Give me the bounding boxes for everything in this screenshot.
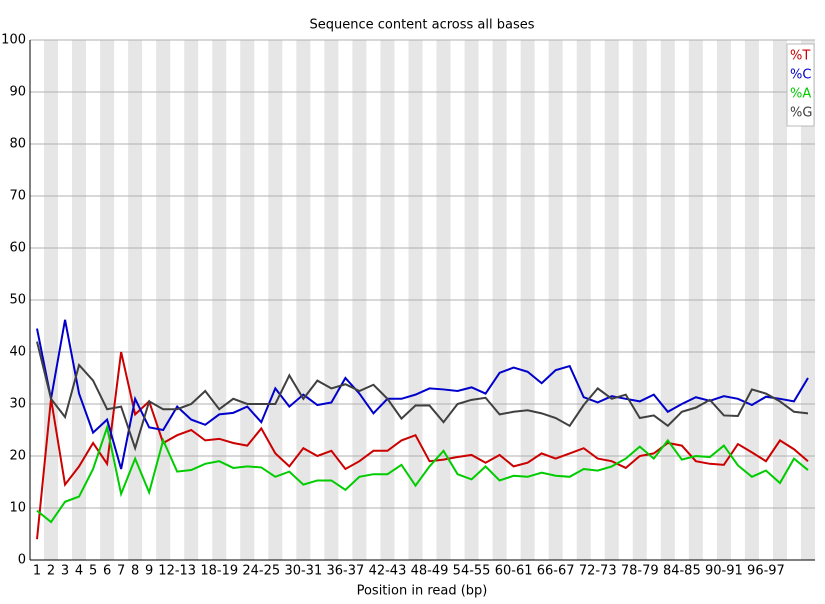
- x-tick-label: 54-55: [453, 564, 491, 579]
- x-tick-label: 60-61: [495, 564, 533, 579]
- x-tick-label: 18-19: [200, 564, 238, 579]
- y-tick-label: 80: [9, 137, 26, 152]
- y-tick-label: 0: [18, 553, 26, 568]
- x-tick-label: 48-49: [411, 564, 449, 579]
- series-line: [36, 423, 809, 524]
- legend-entry: %C: [790, 68, 811, 83]
- x-tick-label: 9: [145, 564, 153, 579]
- chart-title: Sequence content across all bases: [309, 18, 534, 33]
- x-tick-label: 30-31: [284, 564, 322, 579]
- y-tick-label: 50: [9, 293, 26, 308]
- y-tick-label: 60: [9, 241, 26, 256]
- x-tick-label: 1: [33, 564, 41, 579]
- series-line: [36, 319, 809, 470]
- legend-entry: %T: [790, 49, 810, 64]
- x-tick-label: 8: [131, 564, 139, 579]
- x-tick-label: 36-37: [327, 564, 365, 579]
- x-tick-label: 24-25: [242, 564, 280, 579]
- legend-box: [786, 43, 815, 127]
- x-tick-label: 66-67: [537, 564, 575, 579]
- x-tick-label: 3: [61, 564, 69, 579]
- x-tick-label: 90-91: [705, 564, 743, 579]
- y-tick-label: 90: [9, 85, 26, 100]
- x-tick-label: 6: [103, 564, 111, 579]
- x-tick-label: 2: [47, 564, 55, 579]
- series-line: [36, 351, 809, 540]
- x-tick-label: 5: [89, 564, 97, 579]
- x-tick-label: 78-79: [621, 564, 659, 579]
- legend-entry: %G: [790, 106, 812, 121]
- y-tick-label: 40: [9, 345, 26, 360]
- x-tick-label: 42-43: [369, 564, 407, 579]
- x-axis-label: Position in read (bp): [357, 584, 488, 599]
- x-tick-label: 96-97: [747, 564, 785, 579]
- x-tick-label: 84-85: [663, 564, 701, 579]
- series-line: [36, 341, 809, 452]
- y-tick-label: 10: [9, 501, 26, 516]
- y-tick-label: 70: [9, 189, 26, 204]
- y-tick-label: 20: [9, 449, 26, 464]
- y-tick-label: 30: [9, 397, 26, 412]
- x-tick-label: 12-13: [158, 564, 196, 579]
- x-tick-label: 4: [75, 564, 83, 579]
- x-tick-label: 7: [117, 564, 125, 579]
- legend-entry: %A: [790, 87, 811, 102]
- y-tick-label: 100: [1, 33, 26, 48]
- x-tick-label: 72-73: [579, 564, 617, 579]
